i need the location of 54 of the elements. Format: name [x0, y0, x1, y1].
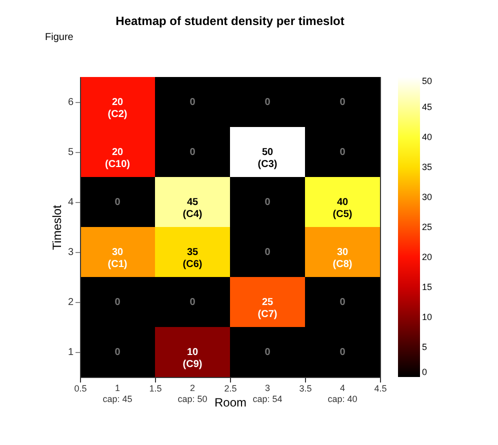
data-label: 0	[190, 297, 196, 308]
data-label: 0	[264, 247, 271, 258]
data-label: 0	[264, 197, 271, 208]
x-tick-label: 1.5	[149, 384, 162, 394]
y-tick-label: 5	[68, 147, 74, 158]
data-label: 0	[340, 97, 346, 108]
y-tick-label: 2	[68, 297, 74, 308]
data-label: 0	[190, 147, 196, 158]
color-bar-label: 50	[422, 76, 432, 86]
data-label: 20 (C2)	[108, 97, 128, 120]
data-label: 45 (C4)	[182, 197, 202, 220]
data-label: 0	[114, 297, 121, 308]
x-tick-label: 2 cap: 50	[178, 383, 208, 404]
x-tick-label: 3.5	[299, 384, 312, 394]
color-bar-label: 25	[422, 222, 432, 232]
data-label: 0	[114, 347, 121, 358]
x-axis-title: Room	[214, 396, 247, 410]
y-axis-title: Timeslot	[50, 204, 64, 250]
color-bar-label: 0	[422, 367, 428, 377]
color-bar-label: 5	[422, 342, 428, 352]
y-tick-label: 6	[68, 97, 74, 108]
data-label: 0	[114, 197, 121, 208]
color-bar-label: 35	[422, 162, 432, 172]
chart-title: Heatmap of student density per timeslot	[116, 14, 344, 28]
x-tick-label: 0.5	[74, 384, 87, 394]
data-label: 0	[190, 97, 196, 108]
color-bar-label: 20	[422, 252, 432, 262]
data-label: 30 (C8)	[332, 247, 352, 270]
y-tick-label: 4	[68, 197, 74, 208]
y-tick-label: 1	[68, 347, 74, 358]
color-bar-label: 30	[422, 192, 432, 202]
data-label: 35 (C6)	[182, 247, 202, 270]
data-label: 0	[340, 347, 346, 358]
data-label: 0	[340, 297, 346, 308]
x-tick-label: 3 cap: 54	[252, 383, 282, 404]
x-tick-label: 4 cap: 40	[328, 383, 358, 404]
color-bar-label: 45	[422, 102, 432, 112]
data-label: 0	[264, 347, 271, 358]
text: Figure	[45, 32, 74, 43]
data-label: 25 (C7)	[258, 297, 278, 320]
x-tick-label: 2.5	[224, 384, 237, 394]
y-tick-label: 3	[68, 247, 74, 258]
data-label: 40 (C5)	[332, 197, 352, 220]
data-label: 0	[340, 147, 346, 158]
data-label: 0	[264, 97, 271, 108]
color-bar-label: 40	[422, 132, 432, 142]
x-tick-label: 4.5	[374, 384, 387, 394]
color-bar-label: 15	[422, 282, 432, 292]
data-label: 10 (C9)	[182, 347, 202, 370]
x-tick-label: 1 cap: 45	[102, 383, 132, 404]
data-label: 20 (C10)	[104, 147, 130, 170]
data-label: 30 (C1)	[108, 247, 128, 270]
data-label: 50 (C3)	[258, 147, 278, 170]
color-bar-label: 10	[422, 312, 432, 322]
